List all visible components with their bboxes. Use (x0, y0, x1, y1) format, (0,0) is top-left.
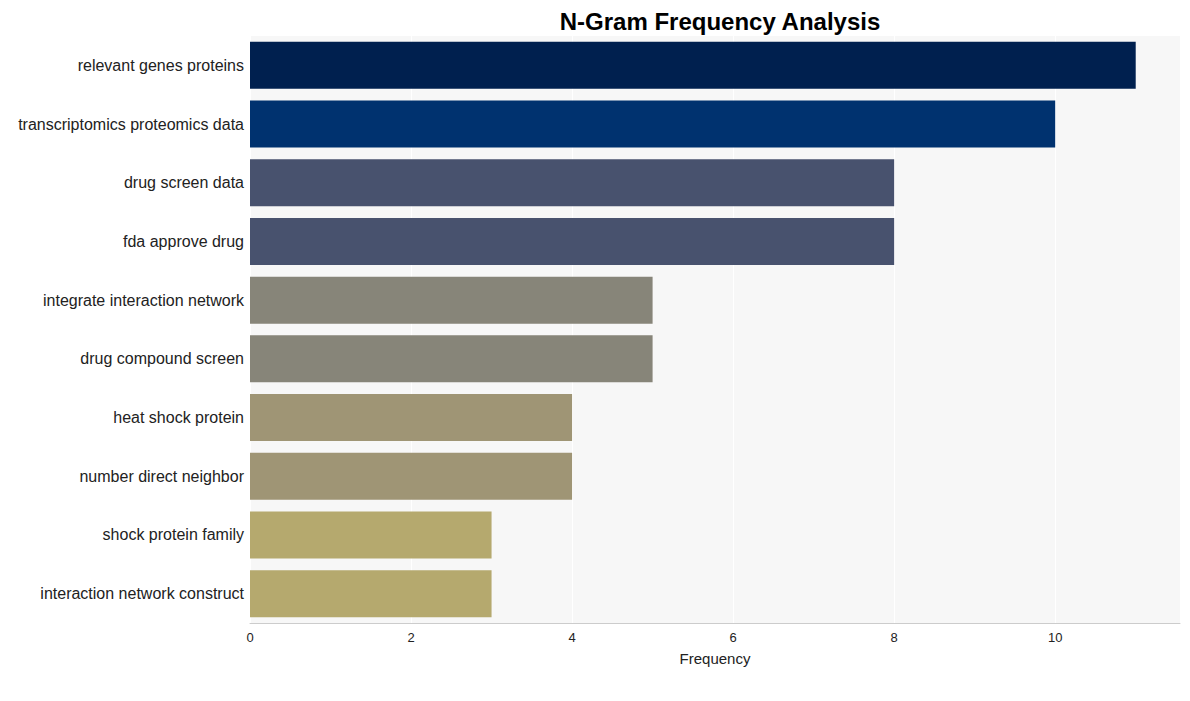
svg-text:transcriptomics proteomics dat: transcriptomics proteomics data (18, 116, 244, 133)
svg-text:integrate interaction network: integrate interaction network (43, 292, 245, 309)
svg-text:interaction network construct: interaction network construct (40, 585, 244, 602)
svg-text:drug compound screen: drug compound screen (80, 350, 244, 367)
svg-text:relevant genes proteins: relevant genes proteins (78, 57, 244, 74)
svg-text:4: 4 (568, 630, 575, 645)
svg-text:10: 10 (1048, 630, 1062, 645)
svg-text:number direct neighbor: number direct neighbor (79, 468, 244, 485)
svg-text:0: 0 (246, 630, 253, 645)
svg-text:shock protein family: shock protein family (103, 526, 244, 543)
svg-text:heat shock protein: heat shock protein (113, 409, 244, 426)
svg-text:drug screen data: drug screen data (124, 174, 244, 191)
svg-text:8: 8 (891, 630, 898, 645)
svg-text:N-Gram Frequency Analysis: N-Gram Frequency Analysis (560, 8, 881, 35)
svg-text:fda approve drug: fda approve drug (123, 233, 244, 250)
svg-text:Frequency: Frequency (680, 650, 751, 667)
svg-text:2: 2 (407, 630, 414, 645)
svg-text:6: 6 (729, 630, 736, 645)
